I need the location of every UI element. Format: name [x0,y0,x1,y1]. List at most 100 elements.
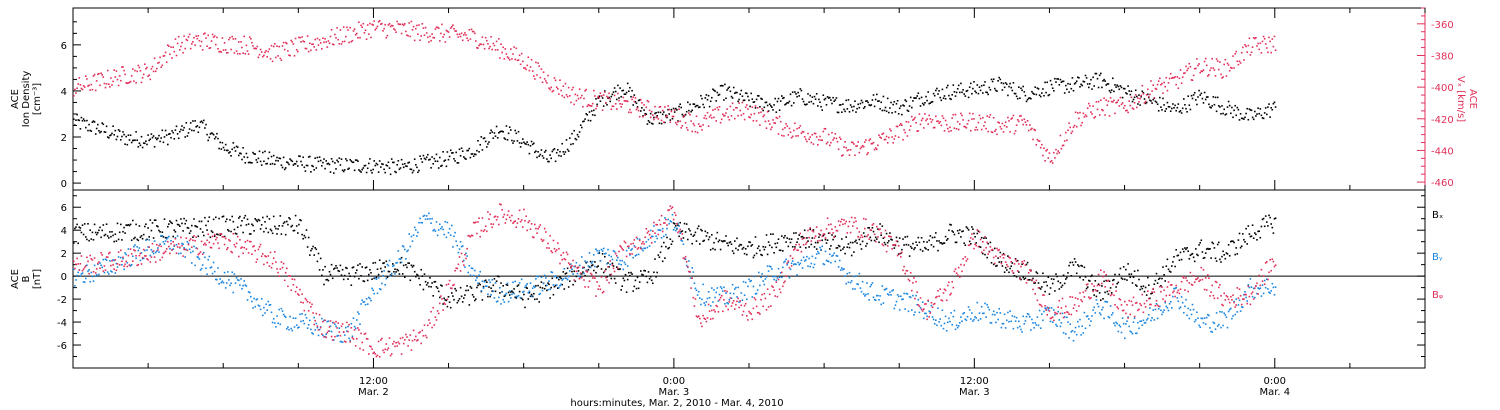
data-point [1185,248,1187,251]
data-point [693,103,696,105]
data-point [247,223,250,225]
data-point [503,213,506,216]
data-point [1084,327,1087,330]
data-point [1252,118,1255,121]
data-point [82,85,85,87]
data-point [1142,93,1145,95]
data-point [682,243,685,245]
data-point [98,261,100,263]
data-point [431,156,433,158]
data-point [264,150,266,153]
data-point [1057,150,1059,152]
data-point [469,285,472,288]
data-point [606,104,608,106]
data-point [548,87,550,89]
data-point [356,269,358,272]
data-point [446,305,449,308]
data-point [242,231,244,234]
data-point [437,27,440,29]
data-point [688,228,690,230]
data-point [127,248,130,250]
data-point [1016,97,1019,100]
data-point [947,84,949,87]
data-point [376,25,379,28]
data-point [1149,99,1151,102]
data-point [477,221,479,223]
data-point [817,105,819,107]
data-point [435,286,438,288]
data-point [602,94,605,96]
data-point [942,97,945,99]
data-point [618,268,620,271]
data-point [812,266,815,269]
data-point [545,284,547,287]
data-point [530,293,533,296]
data-point [838,136,841,139]
data-point [560,254,562,256]
data-point [740,89,743,92]
data-point [148,236,150,238]
data-point [608,266,610,268]
data-point [717,240,720,243]
data-point [122,230,124,233]
data-point [680,239,682,242]
data-point [469,156,472,159]
data-point [800,132,803,135]
data-point [620,95,622,98]
data-point [809,94,811,97]
data-point [1126,93,1128,95]
data-point [91,259,94,261]
data-point [809,265,811,268]
data-point [1003,313,1006,316]
data-point [141,146,144,149]
data-point [964,126,967,128]
data-point [182,255,184,257]
data-point [784,260,786,263]
data-point [953,127,956,129]
data-point [381,282,383,285]
data-point [316,326,319,329]
data-point [482,137,485,140]
data-point [707,238,710,241]
data-point [1120,86,1123,89]
data-point [1127,111,1129,114]
data-point [275,261,277,263]
data-point [927,123,929,125]
data-point [392,25,394,27]
data-point [1200,70,1203,72]
data-point [1062,274,1065,277]
data-point [830,141,832,144]
data-point [913,248,915,251]
data-point [389,173,392,176]
data-point [286,161,288,163]
data-point [657,229,660,231]
data-point [361,26,363,28]
data-point [788,238,791,240]
data-point [147,134,149,136]
data-point [165,134,168,136]
data-point [523,293,525,296]
data-point [963,93,965,95]
data-point [1045,91,1047,94]
data-point [466,285,468,287]
data-point [126,82,129,85]
data-point [1224,257,1227,260]
data-point [251,300,253,303]
data-point [914,311,916,313]
data-point [1157,308,1160,310]
data-point [418,332,420,334]
data-point [81,120,84,122]
data-point [1066,139,1068,142]
data-point [114,76,117,78]
data-point [1258,48,1260,51]
data-point [351,337,354,339]
data-point [1267,225,1269,227]
data-point [411,266,414,268]
data-point [955,91,958,94]
data-point [327,162,330,165]
data-point [1042,272,1044,275]
data-point [759,124,761,126]
data-point [193,218,195,220]
data-point [401,163,404,166]
data-point [995,321,997,324]
